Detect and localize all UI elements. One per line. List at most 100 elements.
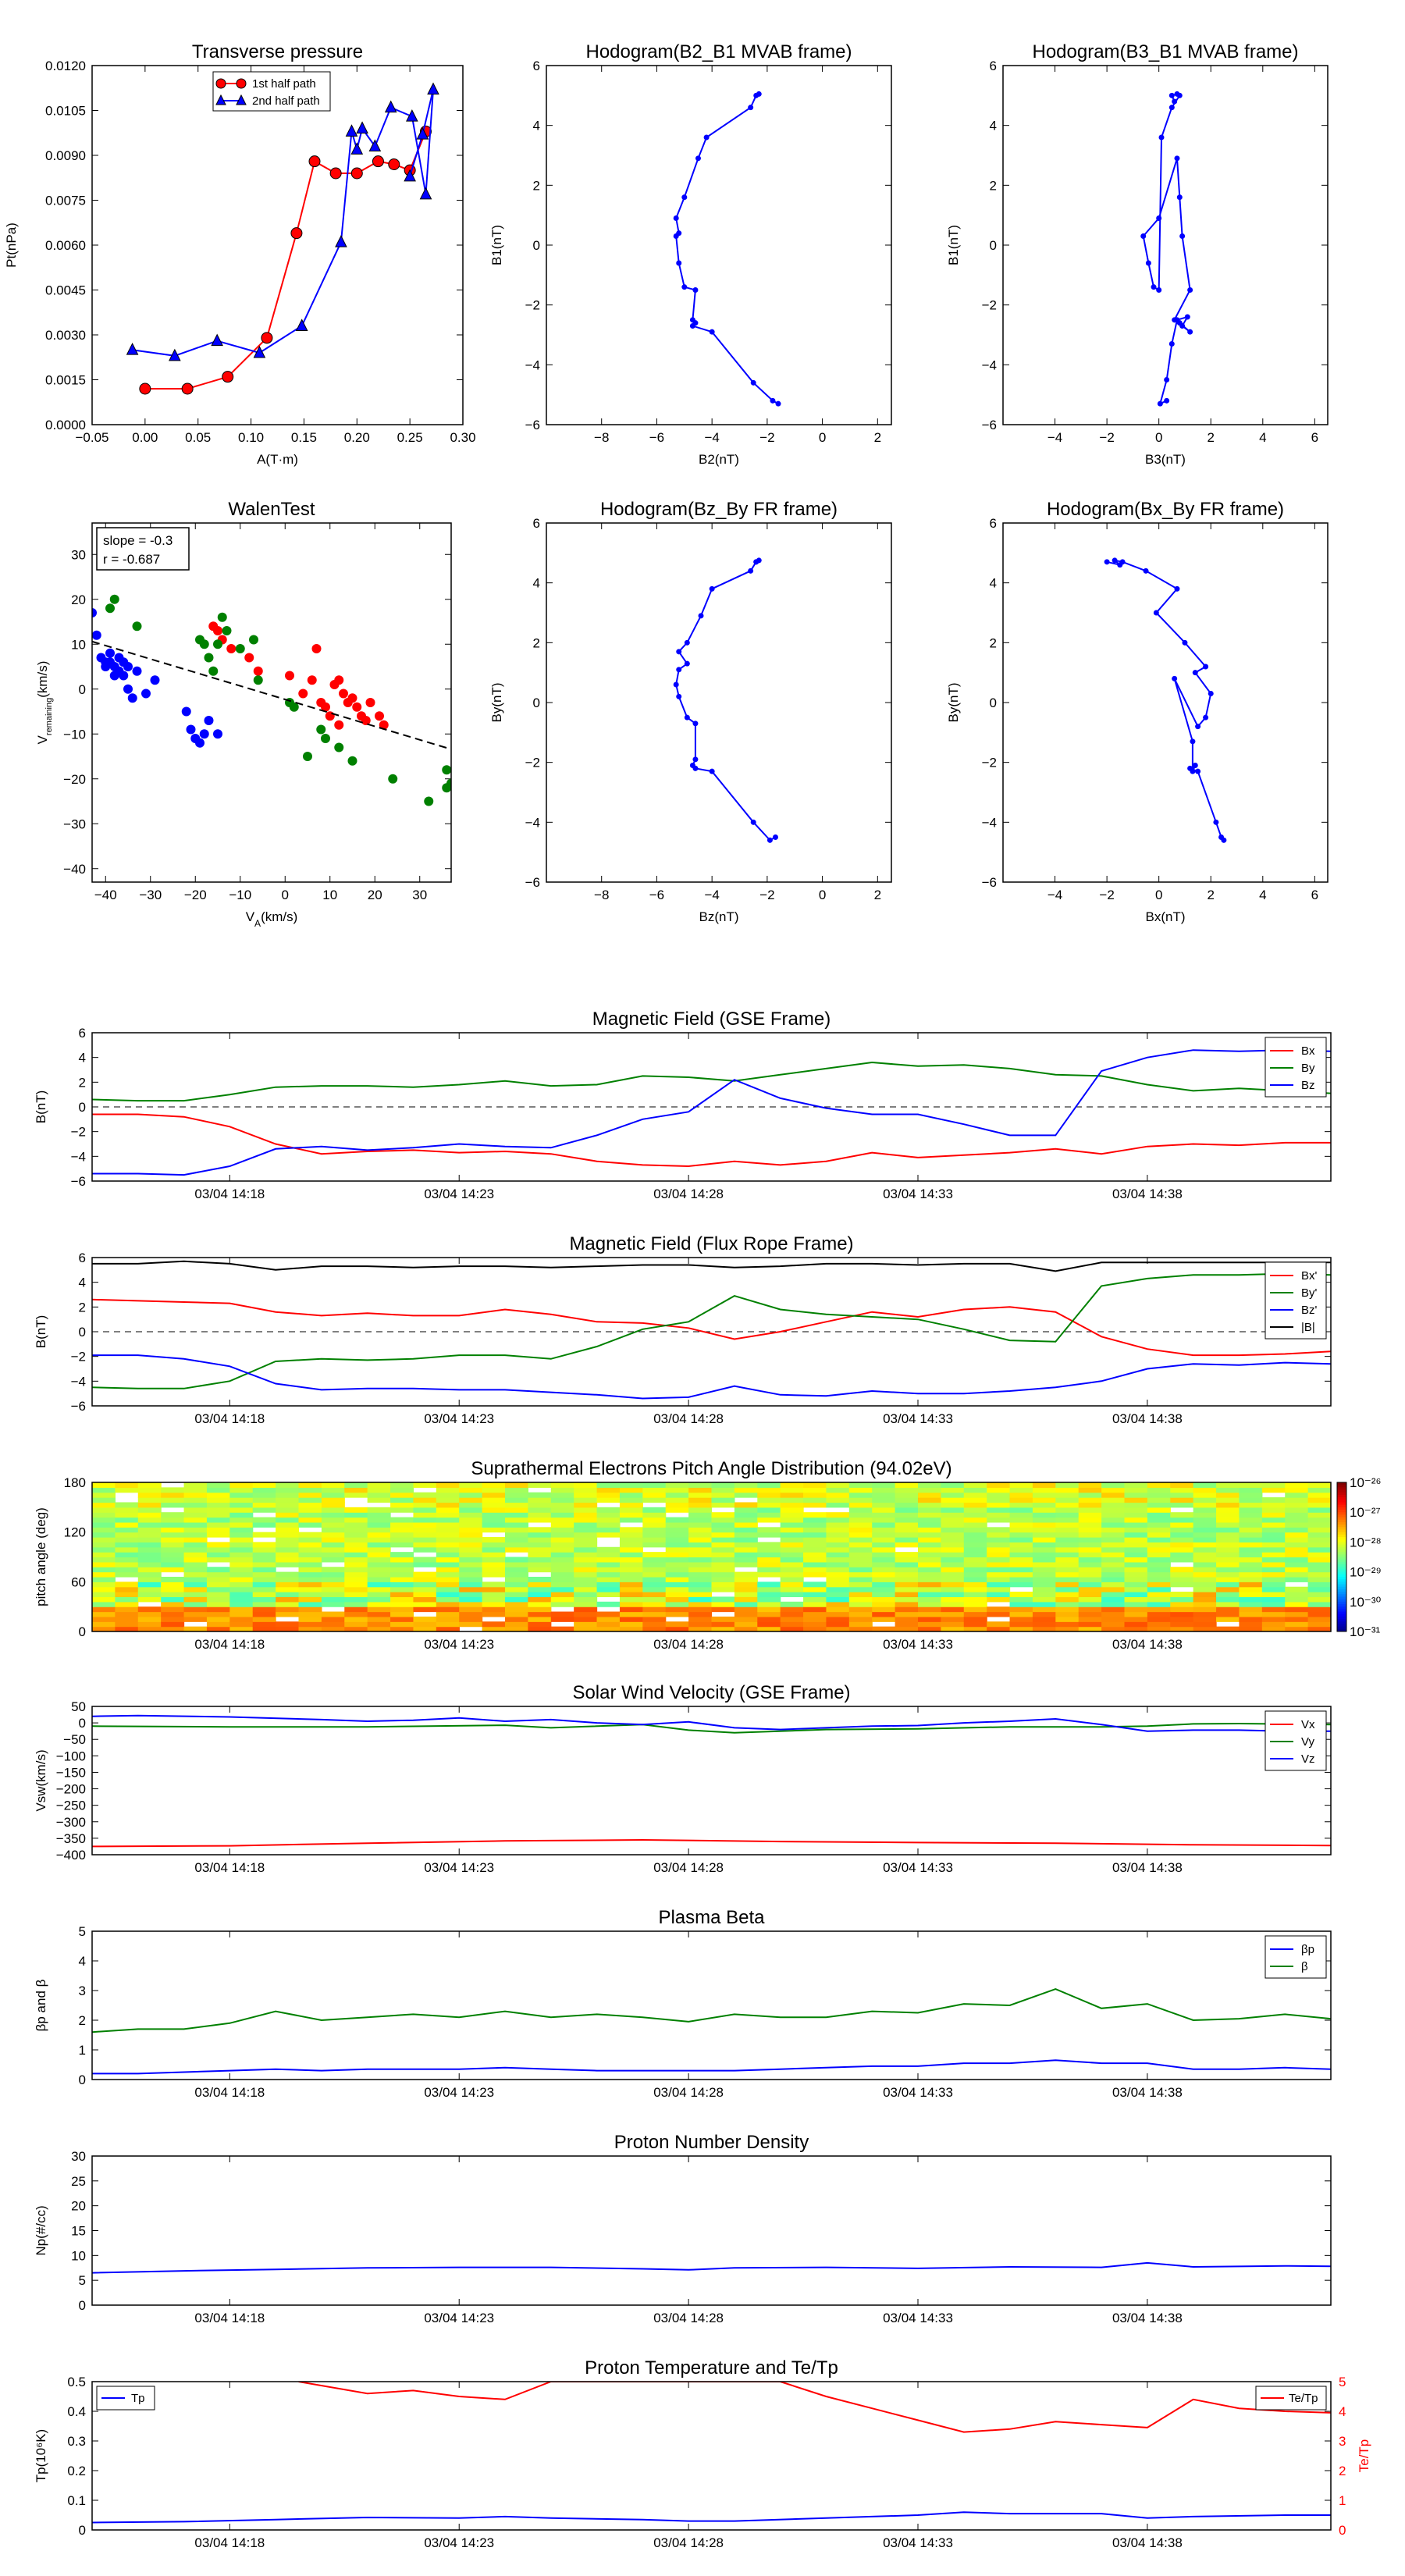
heatmap-cell bbox=[918, 1487, 941, 1493]
heatmap-cell bbox=[436, 1596, 460, 1603]
heatmap-cell bbox=[161, 1517, 185, 1523]
heatmap-cell bbox=[1307, 1592, 1331, 1598]
legend-label: Bx bbox=[1301, 1044, 1315, 1058]
heatmap-cell bbox=[895, 1611, 919, 1617]
heatmap-cell bbox=[1147, 1571, 1171, 1578]
heatmap-cell bbox=[1124, 1616, 1148, 1622]
x-axis-label: Bz(nT) bbox=[699, 909, 739, 924]
heatmap-cell bbox=[895, 1527, 919, 1533]
heatmap-cell bbox=[252, 1582, 276, 1588]
heatmap-cell bbox=[321, 1527, 345, 1533]
heatmap-cell bbox=[872, 1507, 896, 1513]
scatter-point bbox=[424, 796, 434, 806]
heatmap-cell bbox=[987, 1497, 1011, 1503]
heatmap-cell bbox=[115, 1557, 139, 1563]
heatmap-cell bbox=[276, 1571, 300, 1578]
heatmap-cell bbox=[757, 1571, 781, 1578]
heatmap-cell bbox=[665, 1586, 689, 1592]
heatmap-cell bbox=[344, 1552, 368, 1558]
heatmap-cell bbox=[734, 1601, 758, 1607]
heatmap-cell bbox=[528, 1601, 552, 1607]
y-tick-label: 10 bbox=[71, 637, 86, 652]
panel-title: Proton Number Density bbox=[614, 2132, 809, 2153]
series-line-h3 bbox=[675, 560, 776, 841]
heatmap-cell bbox=[1101, 1557, 1126, 1563]
y-tick-label: 0 bbox=[79, 2523, 86, 2538]
heatmap-cell bbox=[941, 1517, 965, 1523]
heatmap-cell bbox=[1009, 1502, 1033, 1508]
heatmap-cell bbox=[550, 1552, 574, 1558]
heatmap-cell bbox=[550, 1576, 574, 1582]
heatmap-cell bbox=[115, 1571, 139, 1578]
heatmap-cell bbox=[918, 1532, 941, 1538]
heatmap-cell bbox=[229, 1517, 254, 1523]
heatmap-cell bbox=[115, 1542, 139, 1548]
heatmap-cell bbox=[252, 1561, 276, 1567]
heatmap-cell bbox=[941, 1482, 965, 1488]
heatmap-cell bbox=[137, 1557, 162, 1563]
heatmap-cell bbox=[941, 1521, 965, 1528]
panel-title: Hodogram(B3_B1 MVAB frame) bbox=[1032, 41, 1298, 62]
heatmap-cell bbox=[229, 1557, 254, 1563]
heatmap-cell bbox=[137, 1606, 162, 1613]
colorbar-segment bbox=[1337, 1554, 1346, 1557]
heatmap-cell bbox=[276, 1561, 300, 1567]
y-tick-label: 0.3 bbox=[67, 2434, 86, 2449]
heatmap-cell bbox=[757, 1512, 781, 1518]
heatmap-cell bbox=[229, 1601, 254, 1607]
y-tick-label: −4 bbox=[71, 1149, 86, 1164]
heatmap-cell bbox=[229, 1567, 254, 1573]
heatmap-cell bbox=[1307, 1527, 1331, 1533]
heatmap-cell bbox=[711, 1626, 735, 1631]
x-tick-label: 03/04 14:33 bbox=[883, 2085, 953, 2100]
heatmap-cell bbox=[596, 1561, 621, 1567]
heatmap-cell bbox=[1261, 1601, 1286, 1607]
heatmap-cell bbox=[229, 1576, 254, 1582]
legend-label: Bz bbox=[1301, 1079, 1315, 1092]
heatmap-cell bbox=[848, 1512, 873, 1518]
heatmap-cell bbox=[137, 1546, 162, 1553]
heatmap-cell bbox=[895, 1596, 919, 1603]
heatmap-cell bbox=[344, 1542, 368, 1548]
scatter-point bbox=[123, 684, 133, 694]
heatmap-cell bbox=[298, 1601, 322, 1607]
heatmap-cell bbox=[505, 1507, 528, 1513]
heatmap-cell bbox=[987, 1527, 1011, 1533]
heatmap-cell bbox=[1101, 1532, 1126, 1538]
heatmap-cell bbox=[1307, 1626, 1331, 1631]
heatmap-cell bbox=[1147, 1502, 1171, 1508]
heatmap-cell bbox=[665, 1592, 689, 1598]
heatmap-cell bbox=[115, 1527, 139, 1533]
heatmap-cell bbox=[1101, 1482, 1126, 1488]
heatmap-cell bbox=[872, 1512, 896, 1518]
heatmap-cell bbox=[1261, 1626, 1286, 1631]
heatmap-cell bbox=[298, 1517, 322, 1523]
series-line-Vx bbox=[92, 1838, 1331, 1848]
heatmap-cell bbox=[115, 1601, 139, 1607]
heatmap-cell bbox=[757, 1626, 781, 1631]
y-axis-label: Pt(nPa) bbox=[4, 222, 19, 268]
heatmap-cell bbox=[367, 1621, 391, 1628]
heatmap-cell bbox=[528, 1542, 552, 1548]
heatmap-cell bbox=[1009, 1567, 1033, 1573]
heatmap-cell bbox=[367, 1592, 391, 1598]
heatmap-cell bbox=[1147, 1482, 1171, 1488]
heatmap-cell bbox=[161, 1542, 185, 1548]
heatmap-cell bbox=[665, 1507, 689, 1513]
heatmap-cell bbox=[92, 1512, 116, 1518]
heatmap-cell bbox=[1285, 1571, 1309, 1578]
heatmap-cell bbox=[92, 1482, 116, 1488]
heatmap-cell bbox=[642, 1606, 667, 1613]
heatmap-cell bbox=[665, 1497, 689, 1503]
heatmap-cell bbox=[1055, 1606, 1080, 1613]
heatmap-cell bbox=[941, 1502, 965, 1508]
heatmap-cell bbox=[390, 1626, 414, 1631]
heatmap-cell bbox=[895, 1616, 919, 1622]
heatmap-cell bbox=[1239, 1492, 1263, 1498]
heatmap-cell bbox=[895, 1601, 919, 1607]
data-point bbox=[345, 124, 358, 137]
heatmap-cell bbox=[734, 1527, 758, 1533]
heatmap-cell bbox=[183, 1502, 208, 1508]
heatmap-cell bbox=[459, 1497, 483, 1503]
heatmap-cell bbox=[321, 1621, 345, 1628]
